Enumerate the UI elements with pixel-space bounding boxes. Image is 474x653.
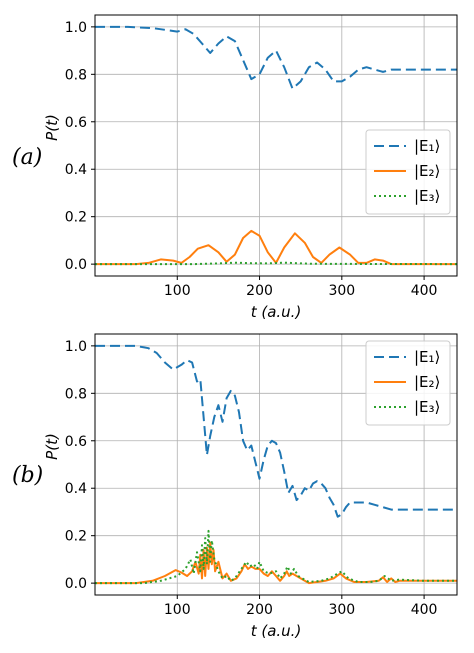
x-tick-label: 200 bbox=[246, 602, 273, 618]
series-line-E1 bbox=[95, 25, 457, 90]
panel-b: 100 200 300 400 0.0 0.2 0.4 0.6 0.8 1.0 t (a.u.) P(… bbox=[12, 333, 458, 640]
panel-a: 100 200 300 400 0.0 0.2 0.4 0.6 0.8 1.0 t (a.u.) P(… bbox=[12, 14, 458, 321]
legend-box bbox=[365, 129, 451, 215]
axes-frame bbox=[94, 333, 458, 596]
legend-label-E3: |E₃⟩ bbox=[414, 187, 440, 205]
y-tick-label: 1.0 bbox=[65, 339, 87, 355]
y-tick-label: 0.0 bbox=[65, 576, 87, 592]
x-tick-label: 100 bbox=[164, 283, 191, 299]
y-tick-label: 0.8 bbox=[65, 67, 87, 83]
x-tick-label: 100 bbox=[164, 602, 191, 618]
x-axis-label: t (a.u.) bbox=[251, 303, 302, 321]
x-axis-label: t (a.u.) bbox=[251, 622, 302, 640]
y-tick-label: 0.0 bbox=[65, 257, 87, 273]
series-line-E2 bbox=[95, 541, 457, 585]
series-line-E3 bbox=[95, 261, 457, 266]
panel-label: (b) bbox=[12, 463, 43, 488]
x-tick-label: 400 bbox=[411, 283, 438, 299]
y-tick-label: 0.6 bbox=[65, 434, 87, 450]
legend-label-E1: |E₁⟩ bbox=[414, 348, 440, 366]
x-tick-label: 300 bbox=[328, 602, 355, 618]
legend-label-E1: |E₁⟩ bbox=[414, 137, 440, 155]
y-tick-label: 0.2 bbox=[65, 210, 87, 226]
y-tick-label: 0.4 bbox=[65, 162, 87, 178]
y-tick-label: 0.4 bbox=[65, 481, 87, 497]
y-tick-label: 1.0 bbox=[65, 20, 87, 36]
legend-label-E2: |E₂⟩ bbox=[414, 373, 440, 391]
x-tick-label: 300 bbox=[328, 283, 355, 299]
legend-label-E2: |E₂⟩ bbox=[414, 162, 440, 180]
y-axis-label: P(t) bbox=[43, 433, 61, 460]
y-tick-label: 0.8 bbox=[65, 386, 87, 402]
y-tick-label: 0.6 bbox=[65, 115, 87, 131]
axes-frame bbox=[94, 14, 458, 277]
legend-box bbox=[365, 340, 451, 426]
y-tick-label: 0.2 bbox=[65, 529, 87, 545]
x-tick-label: 200 bbox=[246, 283, 273, 299]
y-axis-label: P(t) bbox=[43, 114, 61, 141]
series-line-E2 bbox=[95, 229, 457, 266]
panel-label: (a) bbox=[12, 145, 42, 170]
series-line-E1 bbox=[95, 344, 457, 518]
x-tick-label: 400 bbox=[411, 602, 438, 618]
legend-label-E3: |E₃⟩ bbox=[414, 398, 440, 416]
